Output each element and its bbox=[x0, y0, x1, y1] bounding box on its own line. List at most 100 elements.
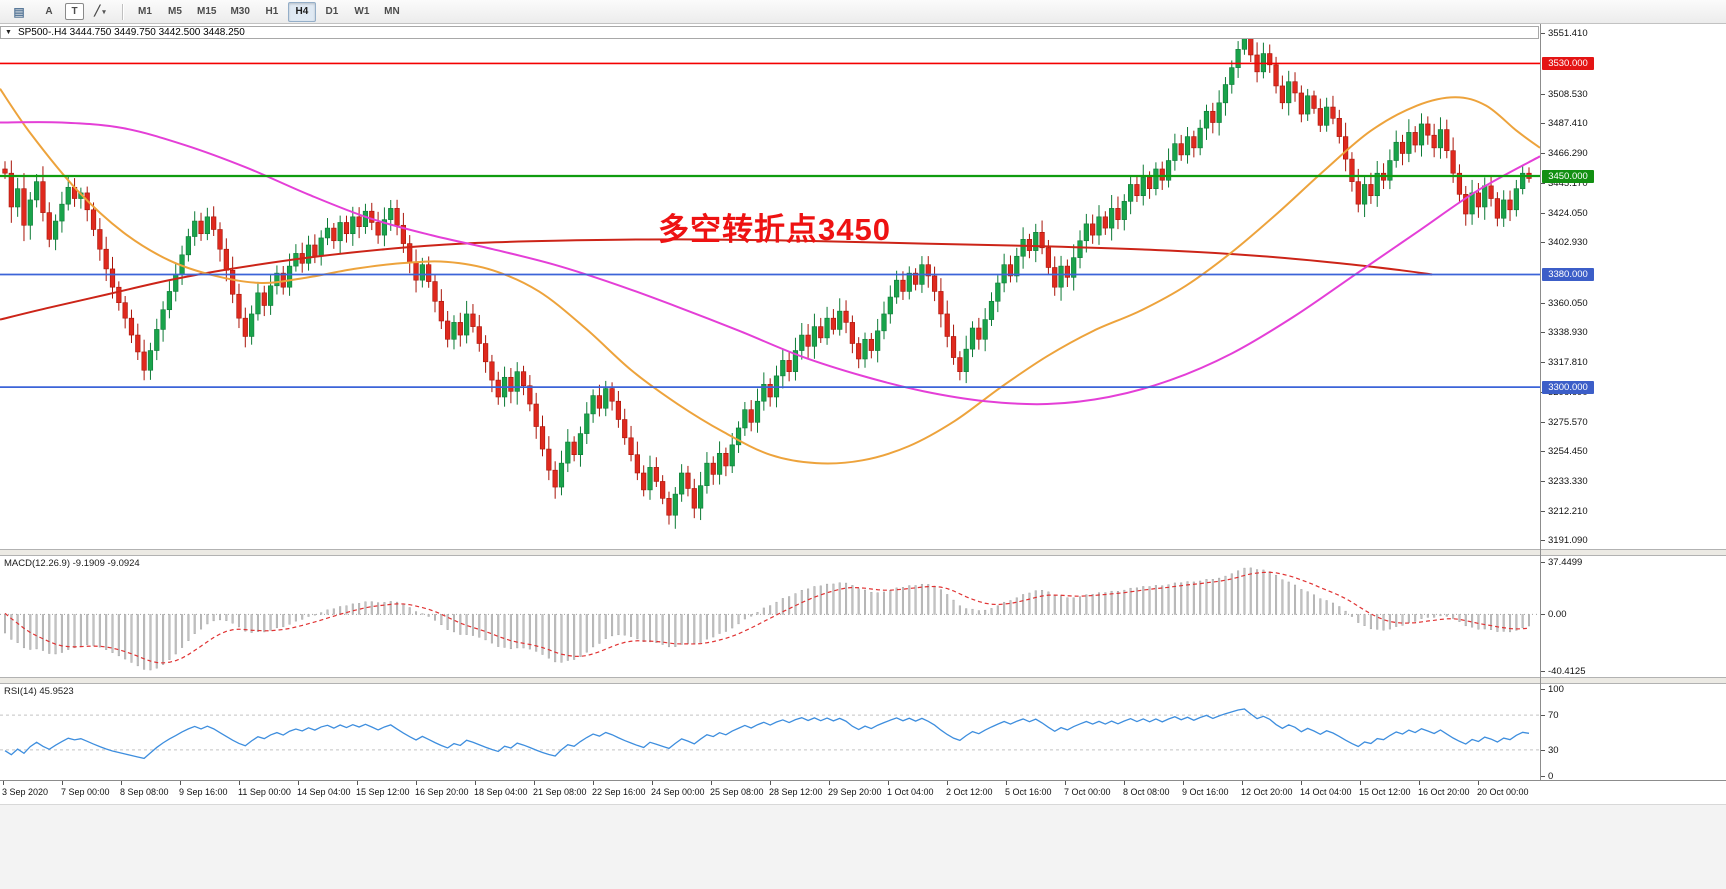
macd-histogram-bar bbox=[1471, 614, 1474, 628]
candle-down bbox=[394, 208, 400, 226]
macd-histogram-bar bbox=[1388, 614, 1391, 630]
candle-up bbox=[1197, 127, 1203, 149]
macd-panel[interactable]: MACD(12.26.9) -9.1909 -9.0924 37.4499 0.0… bbox=[0, 556, 1726, 677]
macd-histogram-bar bbox=[1363, 614, 1366, 626]
time-tick bbox=[947, 781, 948, 785]
macd-histogram-bar bbox=[1382, 614, 1385, 631]
candle-down bbox=[1146, 177, 1153, 189]
candle-up bbox=[875, 330, 881, 351]
draw-tools-button[interactable]: ╱ ▾ bbox=[86, 2, 114, 22]
macd-histogram-bar bbox=[617, 614, 620, 636]
symbol-caret-icon[interactable]: ▼ bbox=[5, 29, 12, 36]
macd-histogram-bar bbox=[832, 583, 835, 615]
macd-histogram-bar bbox=[1426, 614, 1429, 618]
macd-histogram-bar bbox=[838, 582, 841, 615]
candle-up bbox=[154, 329, 160, 351]
main-chart-panel[interactable]: ▼ SP500-.H4 3444.750 3449.750 3442.500 3… bbox=[0, 24, 1726, 549]
macd-histogram-bar bbox=[1452, 614, 1455, 619]
macd-label: MACD(12.26.9) -9.1909 -9.0924 bbox=[4, 558, 140, 569]
macd-histogram-bar bbox=[623, 614, 626, 636]
macd-histogram-bar bbox=[415, 611, 418, 615]
macd-histogram-bar bbox=[1249, 567, 1252, 615]
macd-histogram-bar bbox=[901, 587, 904, 615]
price-label: 3275.570 bbox=[1548, 416, 1588, 428]
ma-mid-magenta[interactable] bbox=[0, 121, 1540, 406]
candle-up bbox=[1406, 132, 1412, 154]
macd-histogram-bar bbox=[1490, 614, 1493, 630]
timeframe-mn[interactable]: MN bbox=[384, 6, 400, 17]
price-label: 3487.410 bbox=[1548, 118, 1588, 130]
macd-histogram-bar bbox=[168, 614, 171, 660]
candle-down bbox=[1273, 64, 1279, 87]
macd-histogram-bar bbox=[674, 614, 677, 647]
candle-down bbox=[1311, 95, 1317, 109]
time-label: 8 Sep 08:00 bbox=[120, 787, 169, 797]
candle-down bbox=[426, 264, 432, 282]
macd-histogram-bar bbox=[990, 608, 993, 615]
macd-histogram-bar bbox=[1110, 590, 1113, 615]
candle-up bbox=[388, 208, 394, 220]
macd-histogram-bar bbox=[573, 614, 576, 660]
timeframe-d1[interactable]: D1 bbox=[325, 6, 339, 17]
candle-down bbox=[21, 188, 27, 226]
candle-down bbox=[571, 441, 577, 455]
timeframe-m15[interactable]: M15 bbox=[197, 6, 217, 17]
macd-histogram-bar bbox=[1331, 602, 1334, 615]
macd-histogram-bar bbox=[1192, 581, 1195, 615]
time-label: 11 Sep 00:00 bbox=[238, 787, 291, 797]
candle-up bbox=[1033, 232, 1039, 251]
candle-up bbox=[862, 338, 868, 360]
rsi-tick bbox=[1541, 776, 1545, 777]
macd-histogram-bar bbox=[649, 614, 652, 643]
time-axis[interactable]: 3 Sep 2020 7 Sep 00:00 8 Sep 08:00 9 Sep 16… bbox=[0, 780, 1726, 804]
candle-up bbox=[672, 493, 678, 516]
macd-histogram-bar bbox=[1445, 614, 1448, 617]
time-tick bbox=[121, 781, 122, 785]
candle-down bbox=[211, 216, 217, 230]
candle-down bbox=[457, 322, 463, 336]
pointer-tool-button[interactable]: A bbox=[35, 2, 63, 22]
text-tool-button[interactable]: T bbox=[65, 3, 84, 20]
macd-histogram-bar bbox=[611, 614, 614, 637]
timeframe-h1[interactable]: H1 bbox=[265, 6, 279, 17]
macd-histogram-bar bbox=[67, 614, 70, 650]
price-tick bbox=[1541, 510, 1545, 512]
time-label: 18 Sep 04:00 bbox=[474, 787, 528, 797]
timeframe-h4[interactable]: H4 bbox=[287, 1, 316, 22]
macd-histogram-bar bbox=[667, 614, 670, 648]
price-label: 3191.090 bbox=[1548, 535, 1588, 547]
macd-histogram-bar bbox=[1312, 594, 1315, 615]
candle-down bbox=[527, 385, 533, 405]
time-label: 22 Sep 16:00 bbox=[592, 787, 646, 797]
candle-down bbox=[1412, 132, 1418, 146]
timeframe-m1[interactable]: M1 bbox=[138, 6, 152, 17]
candle-down bbox=[445, 320, 451, 340]
macd-histogram-bar bbox=[1060, 595, 1063, 615]
macd-histogram-bar bbox=[1420, 614, 1423, 619]
candle-up bbox=[837, 310, 843, 330]
candle-down bbox=[641, 472, 647, 491]
timeframe-m5[interactable]: M5 bbox=[168, 6, 182, 17]
timeframe-m30[interactable]: M30 bbox=[230, 6, 250, 17]
macd-histogram-bar bbox=[345, 605, 348, 615]
macd-histogram-bar bbox=[566, 614, 569, 661]
macd-histogram-bar bbox=[174, 614, 177, 655]
candle-down bbox=[830, 317, 836, 330]
price-axis[interactable]: 3551.410 3508.530 3487.410 3466.290 3445.170… bbox=[1541, 24, 1726, 549]
ma-slow-red[interactable] bbox=[0, 238, 1433, 321]
macd-histogram-bar bbox=[528, 614, 531, 650]
macd-histogram-bar bbox=[661, 614, 664, 645]
candlestick-chart[interactable] bbox=[0, 24, 1540, 549]
ma-fast-orange[interactable] bbox=[0, 88, 1540, 465]
windows-tile-button[interactable]: ▤ bbox=[5, 2, 33, 22]
timeframe-w1[interactable]: W1 bbox=[354, 6, 370, 17]
candle-down bbox=[198, 220, 204, 235]
panel-divider[interactable] bbox=[0, 549, 1726, 556]
macd-histogram-bar bbox=[939, 589, 942, 615]
price-label: 3233.330 bbox=[1548, 475, 1588, 487]
panel-divider[interactable] bbox=[0, 677, 1726, 684]
rsi-panel[interactable]: RSI(14) 45.9523 100 70 30 0 bbox=[0, 684, 1726, 782]
price-tick bbox=[1541, 123, 1545, 125]
candle-up bbox=[603, 388, 609, 409]
macd-histogram-bar bbox=[1496, 614, 1499, 632]
